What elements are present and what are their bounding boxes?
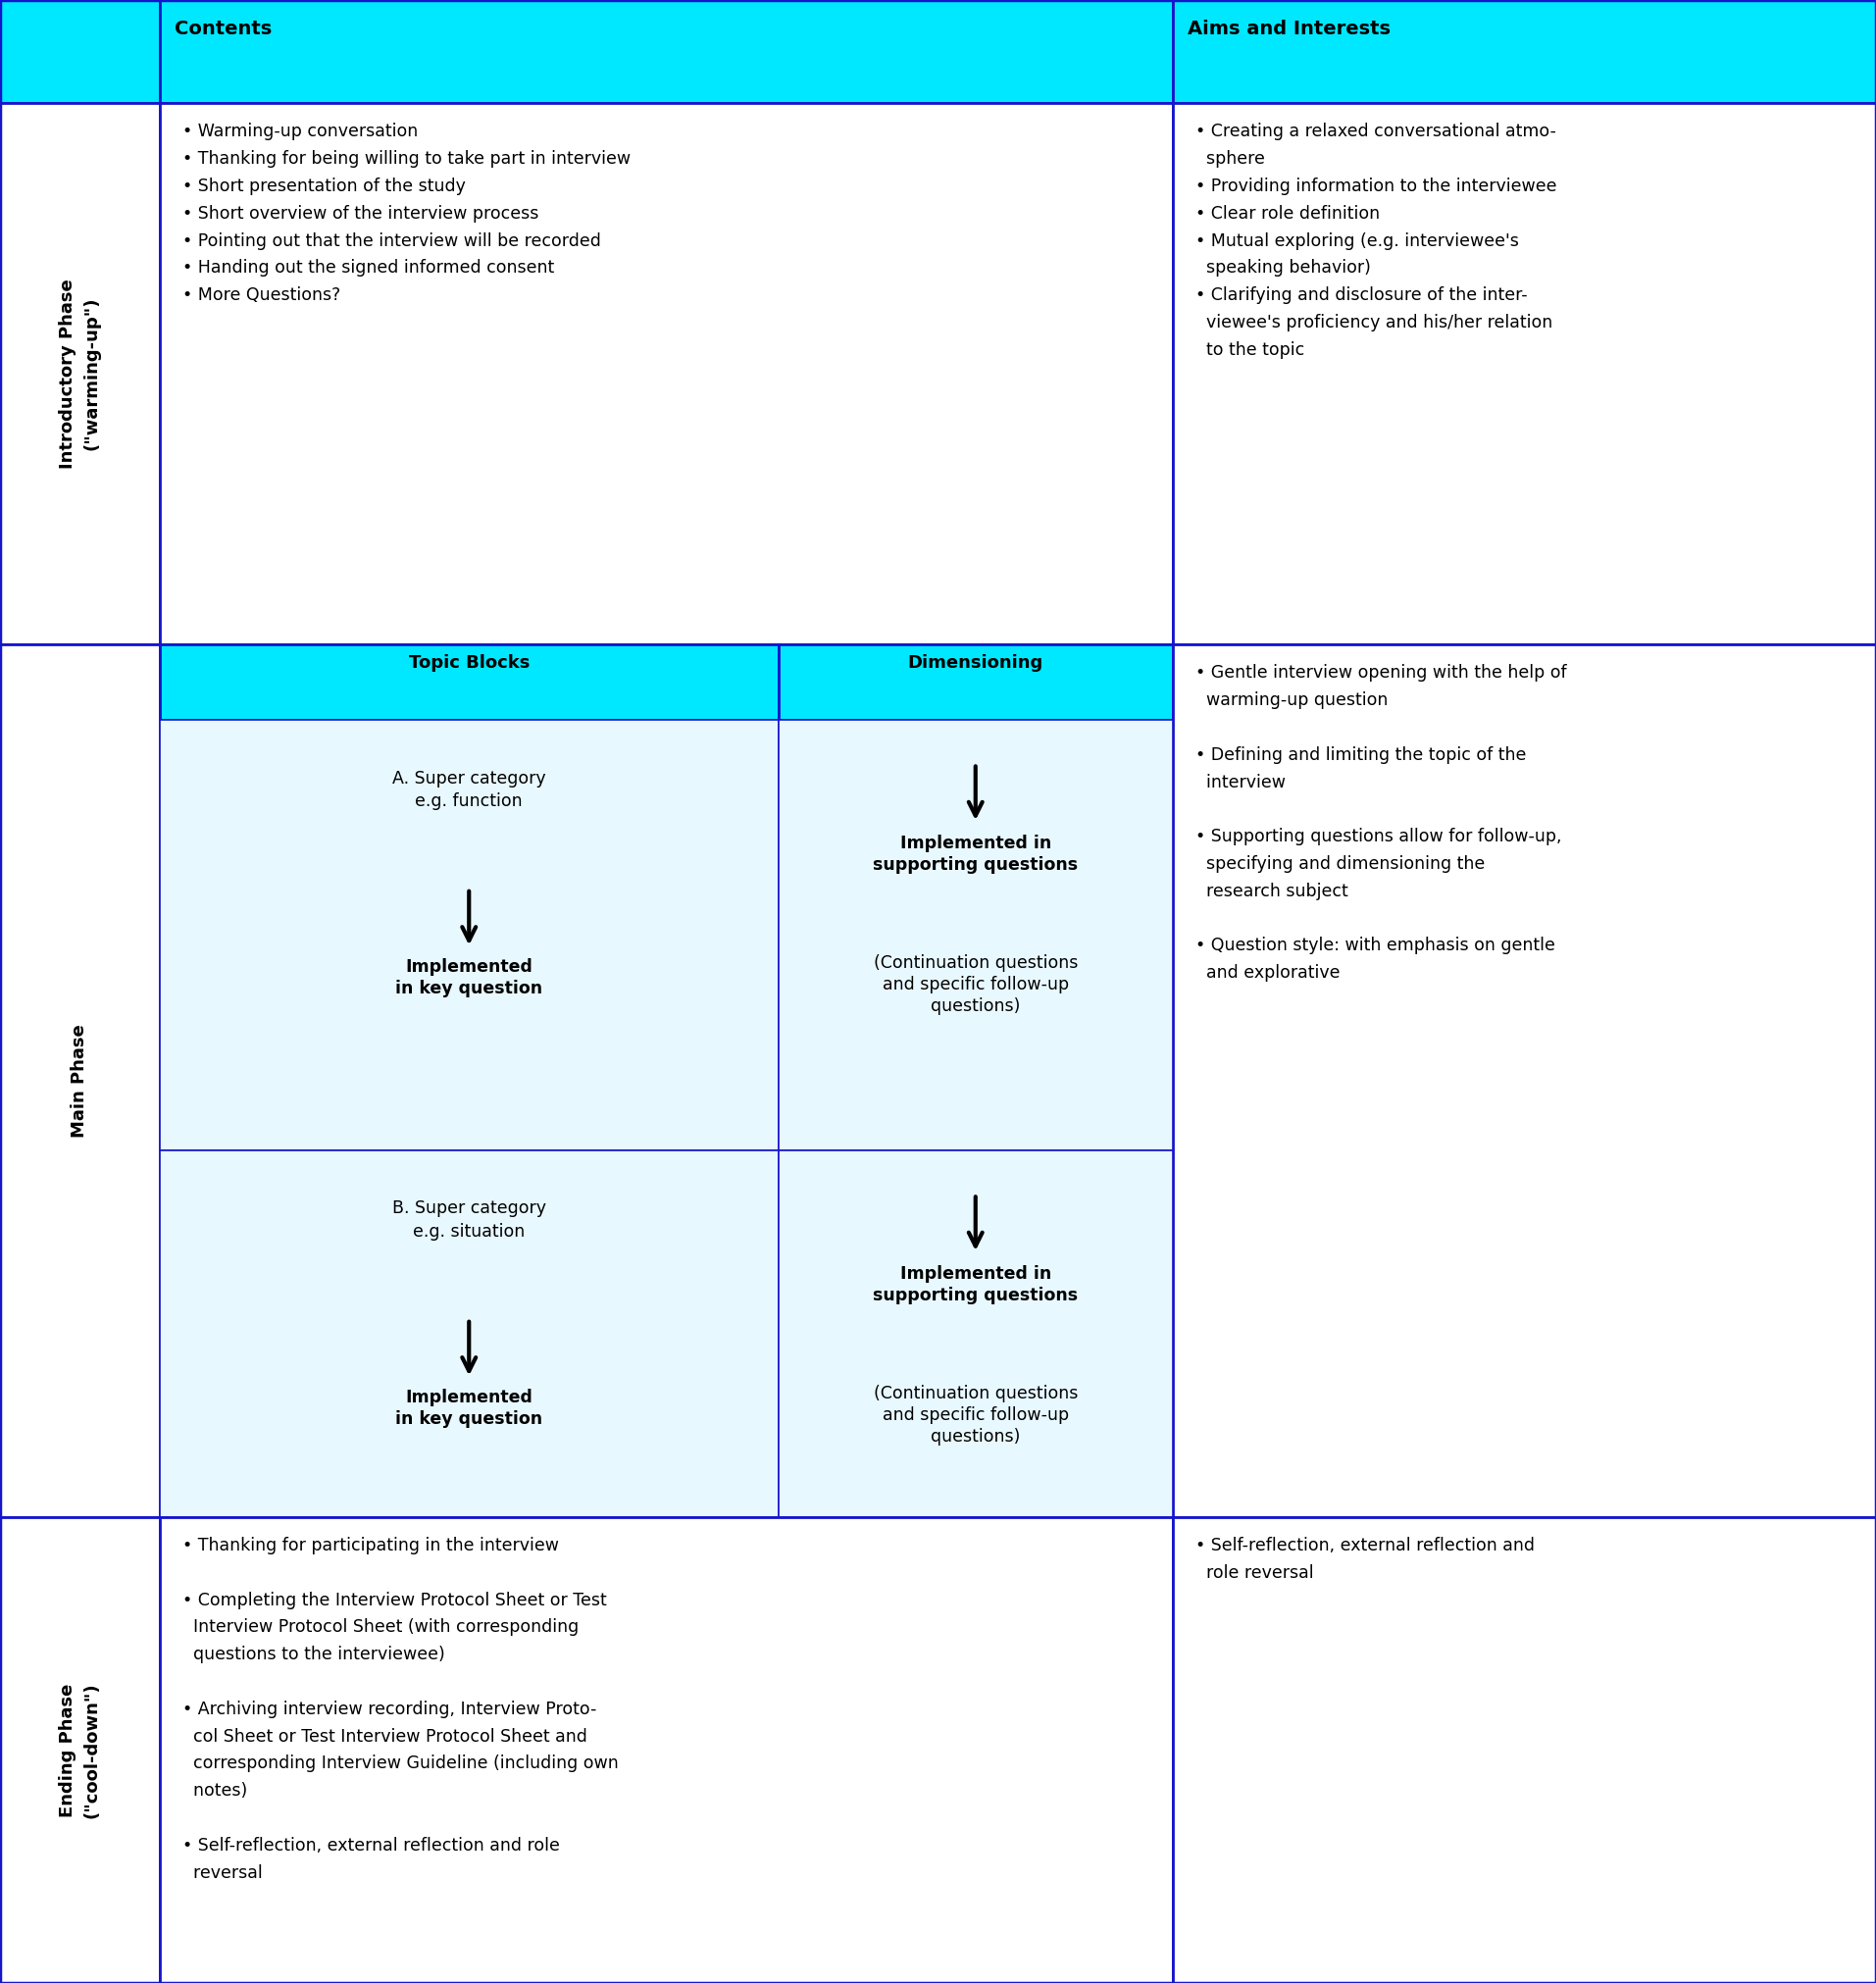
Text: (Continuation questions
and specific follow-up
questions): (Continuation questions and specific fol… (874, 954, 1077, 1015)
Text: Implemented in
supporting questions: Implemented in supporting questions (872, 835, 1079, 875)
Text: Implemented
in key question: Implemented in key question (396, 958, 542, 997)
Text: Dimensioning: Dimensioning (908, 654, 1043, 672)
Bar (159, 0, 1172, 103)
Bar (0, 103, 159, 644)
Text: • Gentle interview opening with the help of
  warming-up question

• Defining an: • Gentle interview opening with the help… (1195, 664, 1566, 982)
Bar (779, 720, 1172, 1150)
Bar (0, 0, 159, 103)
Bar (1172, 103, 1876, 644)
Bar (159, 720, 779, 1150)
Text: Introductory Phase
("warming-up"): Introductory Phase ("warming-up") (58, 280, 101, 468)
Bar (779, 644, 1172, 720)
Bar (0, 644, 159, 1517)
Text: Ending Phase
("cool-down"): Ending Phase ("cool-down") (58, 1682, 101, 1818)
Bar (1172, 644, 1876, 1517)
Bar (1172, 0, 1876, 103)
Bar (0, 1517, 159, 1983)
Text: • Warming-up conversation
• Thanking for being willing to take part in interview: • Warming-up conversation • Thanking for… (182, 123, 630, 303)
Text: Contents: Contents (174, 20, 272, 38)
Text: B. Super category
e.g. situation: B. Super category e.g. situation (392, 1200, 546, 1241)
Bar (779, 1150, 1172, 1517)
Text: (Continuation questions
and specific follow-up
questions): (Continuation questions and specific fol… (874, 1384, 1077, 1446)
Text: Aims and Interests: Aims and Interests (1188, 20, 1390, 38)
Text: • Thanking for participating in the interview

• Completing the Interview Protoc: • Thanking for participating in the inte… (182, 1537, 617, 1882)
Bar (159, 1517, 1172, 1983)
Text: Implemented
in key question: Implemented in key question (396, 1388, 542, 1428)
Text: Implemented in
supporting questions: Implemented in supporting questions (872, 1265, 1079, 1305)
Bar (159, 103, 1172, 644)
Text: A. Super category
e.g. function: A. Super category e.g. function (392, 769, 546, 811)
Text: Topic Blocks: Topic Blocks (409, 654, 529, 672)
Bar (159, 644, 779, 720)
Text: • Creating a relaxed conversational atmo-
  sphere
• Providing information to th: • Creating a relaxed conversational atmo… (1195, 123, 1557, 359)
Bar (159, 1150, 779, 1517)
Text: Main Phase: Main Phase (71, 1023, 88, 1138)
Bar (1172, 1517, 1876, 1983)
Text: • Self-reflection, external reflection and
  role reversal: • Self-reflection, external reflection a… (1195, 1537, 1535, 1582)
